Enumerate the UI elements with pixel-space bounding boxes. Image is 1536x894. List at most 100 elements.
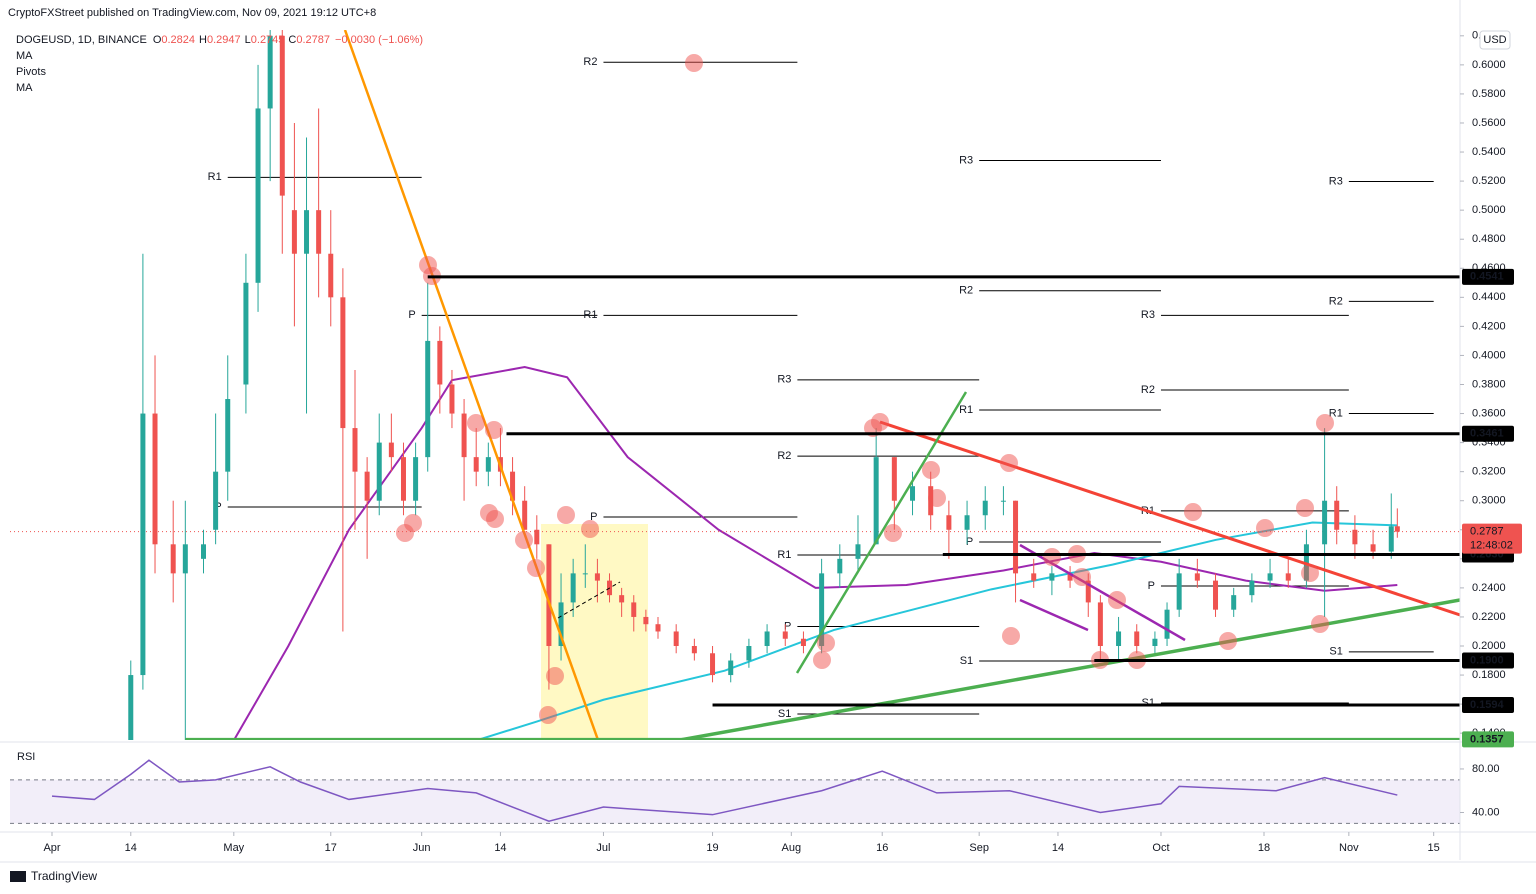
candle-body bbox=[1213, 580, 1219, 610]
candle-body bbox=[570, 573, 576, 603]
candle-body bbox=[1000, 500, 1006, 502]
candle-body bbox=[225, 399, 231, 472]
price-label-box bbox=[1462, 425, 1514, 442]
candle-body bbox=[170, 544, 176, 574]
candle-body bbox=[461, 413, 467, 458]
rsi-title: RSI bbox=[17, 751, 35, 763]
rsi-band bbox=[10, 779, 1460, 824]
rsi-tick-label: 80.00 bbox=[1472, 763, 1500, 775]
trend-line bbox=[679, 598, 1460, 740]
candle-body bbox=[594, 573, 600, 581]
h-value: 0.2947 bbox=[207, 34, 241, 46]
price-label: 0.3461 bbox=[1470, 428, 1504, 440]
candle-body bbox=[400, 457, 406, 501]
candle-body bbox=[1049, 573, 1055, 581]
y-tick-label: 0.5400 bbox=[1472, 146, 1506, 158]
x-tick-label: 18 bbox=[1258, 842, 1270, 854]
candle-body bbox=[152, 413, 158, 545]
candle-body bbox=[140, 413, 146, 676]
candle-body bbox=[1394, 526, 1400, 532]
y-tick-label: 0.3200 bbox=[1472, 466, 1506, 478]
price-label-box bbox=[1462, 696, 1514, 713]
x-tick-label: 14 bbox=[125, 842, 137, 854]
candle-body bbox=[510, 471, 516, 501]
candle-body bbox=[304, 210, 310, 254]
c-label: C bbox=[288, 34, 296, 46]
candle-body bbox=[631, 602, 637, 617]
y-tick-label: 0.2000 bbox=[1472, 640, 1506, 652]
trend-line bbox=[557, 581, 621, 619]
candle-body bbox=[1194, 573, 1200, 581]
x-tick-label: Oct bbox=[1152, 842, 1169, 854]
y-tick-label: 0.4800 bbox=[1472, 233, 1506, 245]
moving-average bbox=[232, 366, 1398, 740]
x-tick-label: 16 bbox=[876, 842, 888, 854]
x-tick-label: 19 bbox=[706, 842, 718, 854]
candle-body bbox=[213, 471, 219, 530]
candle-body bbox=[728, 660, 734, 676]
x-tick-label: May bbox=[223, 842, 244, 854]
rsi-pane bbox=[10, 759, 1460, 824]
candle-body bbox=[764, 631, 770, 647]
pivot-label: R1 bbox=[777, 549, 791, 561]
y-tick-label: 0.2400 bbox=[1472, 582, 1506, 594]
countdown: 12:48:02 bbox=[1470, 540, 1513, 552]
indicator: MA bbox=[16, 82, 33, 94]
pivot-label: S1 bbox=[1142, 697, 1155, 709]
candle-body bbox=[243, 282, 249, 385]
c-value: 0.2787 bbox=[296, 34, 330, 46]
candle-body bbox=[1013, 500, 1019, 574]
x-tick-label: Jul bbox=[596, 842, 610, 854]
axes: 0.14000.16000.18000.20000.22000.24000.26… bbox=[43, 30, 1522, 854]
price-label: 0.4541 bbox=[1470, 271, 1504, 283]
candle-body bbox=[910, 486, 916, 501]
currency[interactable]: USD bbox=[1483, 34, 1506, 46]
x-tick-label: 17 bbox=[325, 842, 337, 854]
candle-body bbox=[1116, 631, 1122, 647]
candle-body bbox=[782, 631, 788, 639]
pivot-label: S1 bbox=[1329, 646, 1342, 658]
change: −0.0030 (−1.06%) bbox=[335, 34, 423, 46]
y-tick-label: 0.3800 bbox=[1472, 378, 1506, 390]
candle-body bbox=[473, 457, 479, 472]
highlight-box bbox=[541, 524, 648, 740]
candle-body bbox=[534, 529, 540, 545]
drawings bbox=[185, 30, 1460, 740]
candle-body bbox=[364, 471, 370, 501]
price-label-box bbox=[1462, 652, 1514, 669]
candle-body bbox=[800, 638, 806, 647]
pivot-label: R2 bbox=[959, 285, 973, 297]
candle-body bbox=[449, 384, 455, 414]
y-tick-label: 0.4200 bbox=[1472, 320, 1506, 332]
candle-body bbox=[710, 653, 716, 676]
last-price-label: 0.2787 bbox=[1470, 526, 1504, 538]
currency-button[interactable] bbox=[1479, 30, 1511, 50]
candle-body bbox=[891, 457, 897, 501]
candle-body bbox=[128, 675, 134, 740]
candle-body bbox=[1388, 526, 1394, 552]
o-value: 0.2824 bbox=[161, 34, 195, 46]
candle-body bbox=[1134, 631, 1140, 647]
candle-body bbox=[182, 544, 188, 574]
pivot-label: R1 bbox=[583, 309, 597, 321]
publisher: CryptoFXStreet published on TradingView.… bbox=[8, 7, 376, 19]
rsi-line bbox=[51, 759, 1398, 822]
pivot-label: R3 bbox=[777, 374, 791, 386]
pivot-label: R2 bbox=[1329, 295, 1343, 307]
x-tick-label: 15 bbox=[1428, 842, 1440, 854]
candle-body bbox=[1085, 580, 1091, 603]
footer-brand: TradingView bbox=[31, 869, 97, 883]
pivot-label: R2 bbox=[777, 450, 791, 462]
pivot-label: R1 bbox=[208, 171, 222, 183]
candle-body bbox=[388, 442, 394, 458]
pivot-label: P bbox=[966, 536, 973, 548]
candle-body bbox=[1152, 638, 1158, 647]
candle-body bbox=[982, 500, 988, 516]
pivot-label: R1 bbox=[1329, 407, 1343, 419]
candle-body bbox=[837, 558, 843, 574]
y-tick-label: 0.3000 bbox=[1472, 495, 1506, 507]
candle-body bbox=[485, 457, 491, 472]
pivot-label: P bbox=[590, 511, 597, 523]
